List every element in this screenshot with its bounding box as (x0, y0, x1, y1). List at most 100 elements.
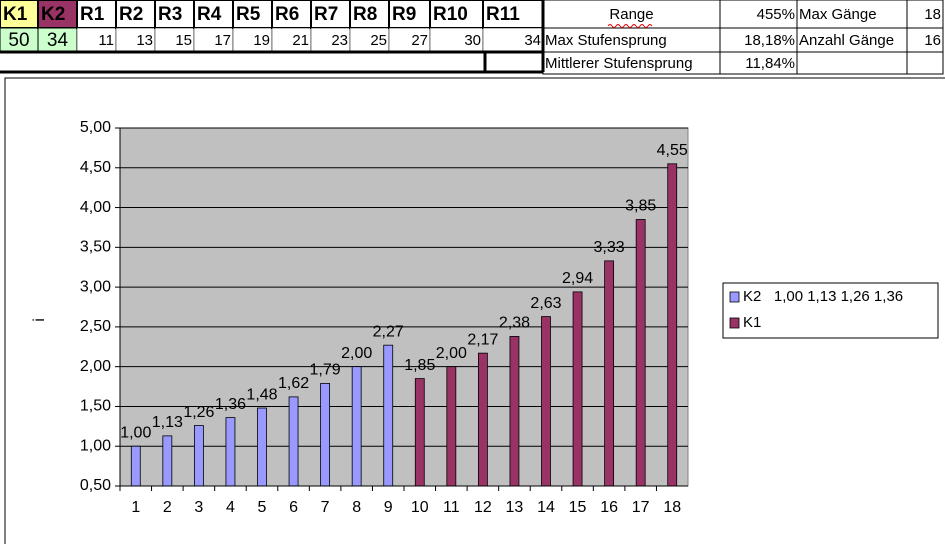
value-cell (193, 27, 234, 53)
data-label: 4,55 (657, 142, 688, 159)
bar (288, 396, 299, 487)
y-tick-label: 0,50 (80, 477, 111, 494)
value-text: 34 (47, 30, 69, 51)
header-text: R4 (197, 4, 222, 25)
header-text: R2 (119, 4, 143, 25)
bar (351, 366, 362, 487)
bar (162, 435, 173, 487)
stat-text: 11,84% (745, 55, 795, 72)
data-label: 1,00 (120, 424, 151, 441)
header-text: R7 (314, 4, 338, 25)
stat-text: Range (609, 6, 653, 23)
bar (414, 378, 425, 487)
legend-swatch (729, 291, 740, 303)
bar (193, 425, 204, 487)
stat-text: Max Gänge (799, 6, 877, 23)
bar (130, 445, 141, 487)
value-cell (0, 27, 39, 53)
stat-text: 455% (757, 6, 795, 23)
y-tick-label: 1,00 (80, 437, 111, 454)
bar (225, 417, 236, 487)
header-text: R1 (80, 4, 105, 25)
y-tick-label: 2,00 (80, 358, 111, 375)
data-label: 1,26 (183, 404, 214, 421)
data-label: 2,17 (467, 331, 498, 348)
x-tick-label: 17 (632, 499, 650, 516)
header-text: R9 (392, 4, 416, 25)
stat-text: Mittlerer Stufensprung (545, 55, 693, 72)
bar (572, 291, 583, 487)
legend-label: K2 1,00 1,13 1,26 1,36 (743, 288, 903, 305)
legend-label: K1 (743, 314, 761, 331)
value-text: 50 (8, 30, 29, 51)
data-label: 2,00 (341, 345, 372, 362)
stat-text: 18,18% (744, 32, 795, 49)
value-text: 19 (253, 32, 270, 49)
x-tick-label: 4 (226, 499, 235, 516)
x-tick-label: 15 (569, 499, 587, 516)
data-label: 2,38 (499, 315, 530, 332)
stat-cell (906, 51, 944, 75)
data-label: 2,00 (436, 345, 467, 362)
header-text: R6 (275, 4, 299, 25)
x-tick-label: 5 (258, 499, 267, 516)
y-tick-label: 4,00 (80, 199, 111, 216)
value-cell (388, 27, 431, 53)
header-cell (232, 0, 273, 29)
bar (509, 336, 520, 487)
bar (320, 382, 331, 487)
stat-text: 18 (924, 6, 941, 23)
y-axis-label: i (31, 318, 48, 322)
data-label: 2,27 (373, 323, 404, 340)
header-text: R10 (433, 4, 468, 25)
x-tick-label: 10 (411, 499, 429, 516)
data-label: 1,13 (152, 414, 183, 431)
value-text: 30 (464, 32, 481, 49)
x-tick-label: 6 (289, 499, 298, 516)
x-tick-label: 9 (384, 499, 393, 516)
header-cell (115, 0, 156, 29)
value-cell (115, 27, 156, 53)
value-text: 15 (175, 32, 192, 49)
x-tick-label: 12 (474, 499, 492, 516)
value-text: 17 (214, 32, 231, 49)
stat-cell (796, 51, 908, 75)
data-label: 1,79 (310, 362, 341, 379)
header-text: R5 (236, 4, 261, 25)
value-cell (429, 27, 484, 53)
header-text: K1 (3, 4, 28, 25)
header-text: R3 (158, 4, 182, 25)
bar (541, 316, 551, 487)
value-cell (349, 27, 390, 53)
x-tick-label: 18 (663, 499, 681, 516)
header-text: K2 (41, 4, 65, 25)
x-tick-label: 1 (131, 499, 140, 516)
x-tick-label: 11 (443, 499, 460, 516)
bar (383, 344, 394, 487)
stat-text: Max Stufensprung (545, 32, 667, 49)
data-label: 3,85 (625, 198, 656, 215)
plot-area (119, 127, 689, 487)
x-tick-label: 2 (163, 499, 172, 516)
x-tick-label: 16 (600, 499, 618, 516)
value-cell (271, 27, 312, 53)
x-tick-label: 8 (352, 499, 361, 516)
value-text: 27 (411, 32, 428, 49)
y-tick-label: 3,50 (80, 239, 111, 256)
value-text: 21 (292, 32, 309, 49)
data-label: 1,62 (278, 375, 309, 392)
data-label: 2,94 (562, 270, 593, 287)
y-tick-label: 1,50 (80, 398, 111, 415)
bar (635, 219, 646, 487)
value-cell (232, 27, 273, 53)
value-text: 23 (331, 32, 348, 49)
header-text: R11 (486, 4, 520, 25)
y-tick-label: 3,00 (80, 278, 111, 295)
bar (257, 407, 267, 487)
data-label: 1,85 (404, 357, 435, 374)
header-text: R8 (353, 4, 377, 25)
bar (446, 366, 457, 487)
value-cell (76, 27, 117, 53)
